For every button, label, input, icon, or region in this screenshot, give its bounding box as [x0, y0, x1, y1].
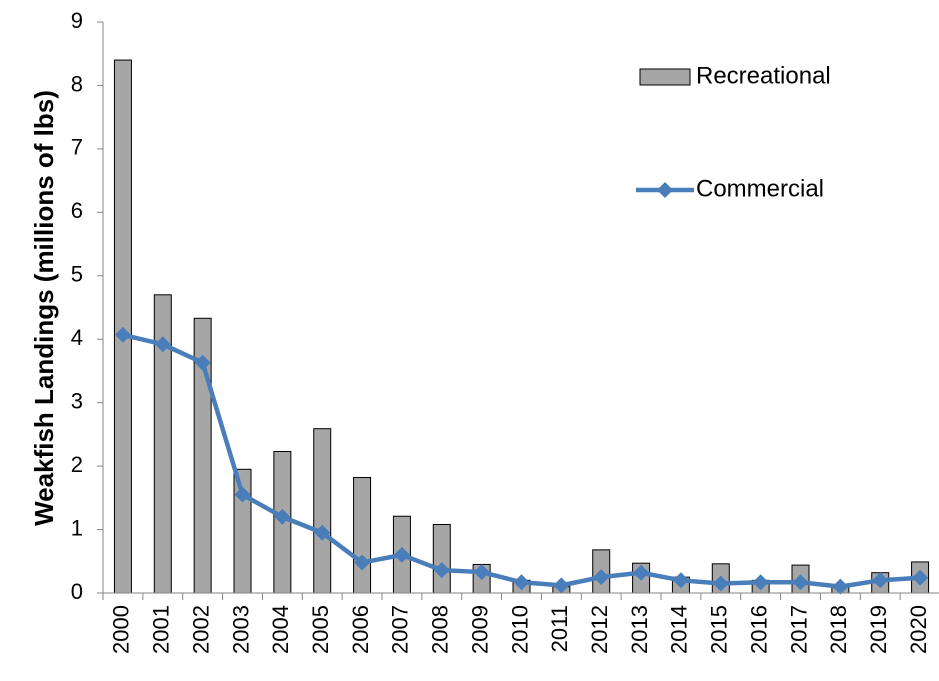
- x-tick-label: 2017: [786, 605, 811, 654]
- marker: [832, 578, 849, 595]
- x-tick-label: 2019: [866, 605, 891, 654]
- bar: [313, 428, 332, 594]
- marker: [393, 546, 410, 563]
- marker: [234, 486, 251, 503]
- marker: [194, 354, 211, 371]
- legend-swatch: [639, 68, 691, 86]
- marker: [792, 574, 809, 591]
- marker: [672, 572, 689, 589]
- marker: [114, 326, 131, 343]
- y-tick-label: 8: [71, 71, 83, 96]
- x-tick-label: 2011: [547, 605, 572, 652]
- legend-label: Commercial: [696, 175, 824, 202]
- x-tick-label: 2010: [507, 605, 532, 654]
- marker: [633, 564, 650, 581]
- x-tick-label: 2003: [228, 605, 253, 654]
- x-tick-label: 2012: [587, 605, 612, 654]
- y-tick-label: 4: [71, 325, 83, 350]
- x-tick-label: 2001: [149, 605, 174, 654]
- marker: [872, 572, 889, 589]
- x-tick-label: 2007: [388, 605, 413, 654]
- marker: [154, 336, 171, 353]
- bar: [353, 477, 372, 594]
- marker: [354, 554, 371, 571]
- marker: [513, 574, 530, 591]
- legend-label: Recreational: [696, 62, 831, 89]
- marker: [712, 575, 729, 592]
- y-axis-label: Weakfish Landings (millions of lbs): [29, 90, 59, 526]
- x-tick-label: 2002: [188, 605, 213, 654]
- marker: [593, 569, 610, 586]
- legend-marker: [657, 182, 673, 198]
- y-tick-label: 5: [71, 262, 83, 287]
- y-tick-label: 2: [71, 452, 83, 477]
- x-tick-label: 2006: [348, 605, 373, 654]
- y-tick-label: 6: [71, 198, 83, 223]
- x-tick-label: 2020: [906, 605, 931, 654]
- marker: [274, 508, 291, 525]
- x-tick-label: 2018: [826, 605, 851, 654]
- x-tick-label: 2014: [667, 605, 692, 654]
- x-tick-label: 2005: [308, 605, 333, 654]
- x-tick-label: 2008: [428, 605, 453, 654]
- y-tick-label: 9: [71, 8, 83, 33]
- y-tick-label: 0: [71, 579, 83, 604]
- x-tick-label: 2004: [268, 605, 293, 654]
- x-tick-label: 2000: [109, 605, 134, 654]
- y-tick-label: 1: [71, 515, 83, 540]
- y-tick-label: 3: [71, 388, 83, 413]
- x-tick-label: 2016: [746, 605, 771, 654]
- x-tick-label: 2015: [707, 605, 732, 654]
- marker: [473, 564, 490, 581]
- marker: [752, 574, 769, 591]
- x-tick-label: 2013: [627, 605, 652, 654]
- bar: [113, 59, 132, 594]
- marker: [553, 577, 570, 594]
- marker: [912, 569, 929, 586]
- marker: [433, 562, 450, 579]
- bar: [432, 523, 451, 594]
- marker: [314, 524, 331, 541]
- x-tick-label: 2009: [467, 605, 492, 654]
- y-tick-label: 7: [71, 135, 83, 160]
